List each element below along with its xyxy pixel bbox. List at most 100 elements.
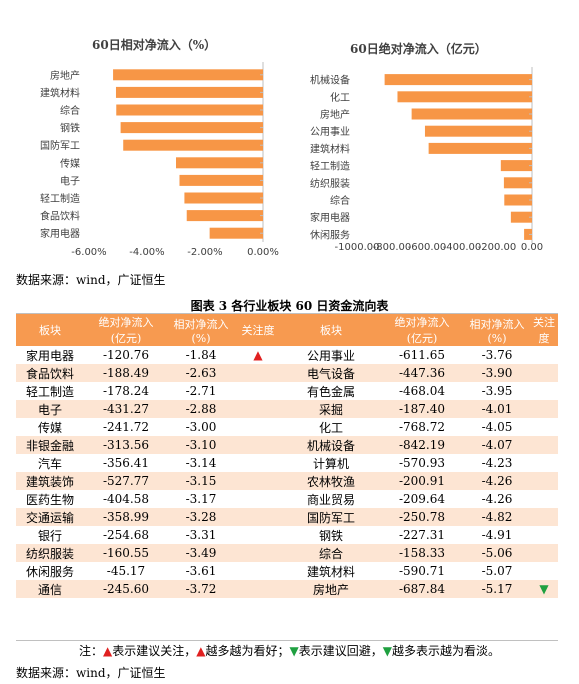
note-text-1: 表示建议关注，	[112, 644, 197, 658]
chart-right-tick-label: -1000.00	[335, 242, 380, 253]
table-cell: 房地产	[282, 580, 380, 598]
table-cell: 食品饮料	[16, 364, 84, 382]
chart-right-category-label: 房地产	[320, 108, 350, 121]
chart-right-tick-label: -800.00	[373, 242, 412, 253]
chart-left-category-label: 建筑材料	[40, 86, 80, 99]
table-cell: 计算机	[312, 456, 349, 471]
table-cell	[530, 364, 558, 382]
table-cell: -4.07	[464, 436, 530, 454]
left-chart-title: 60日相对净流入（%）	[92, 38, 217, 52]
table-row: 传媒 -241.72 -3.00 化工 -768.72 -4.05	[16, 418, 558, 436]
table-header-row: 板块 绝对净流入 (亿元) 相对净流入 (%) 关注度 板块 绝对净流入 (亿元) 相对净流入 (%…	[16, 314, 558, 346]
table-cell: -468.04	[398, 384, 446, 398]
fund-flow-table: 板块 绝对净流入 (亿元) 相对净流入 (%) 关注度 板块 绝对净流入 (亿元) 相对净流入 (%…	[16, 314, 558, 598]
table-row: 通信 -245.60 -3.72 房地产 -687.84 -5.17 ▼	[16, 580, 558, 598]
chart-right-tick-label: 0.00	[521, 242, 543, 253]
table-cell: -590.71	[398, 564, 446, 578]
note-text-2: 越多越为看好；	[205, 644, 290, 658]
chart-left-tick-label: -4.00%	[129, 247, 164, 258]
down-triangle-icon: ▼	[382, 644, 392, 658]
table-cell: -3.14	[185, 456, 217, 470]
table-cell: -431.27	[84, 400, 168, 418]
table-row: 食品饮料 -188.49 -2.63 电气设备 -447.36 -3.90	[16, 364, 558, 382]
table-cell: -4.91	[481, 528, 513, 542]
table-header-cell: 绝对净流入 (亿元)	[84, 314, 168, 346]
table-cell: 综合	[282, 544, 380, 562]
table-cell: -187.40	[380, 400, 464, 418]
note-text-3: 表示建议回避，	[298, 644, 383, 658]
table-cell: -250.78	[380, 508, 464, 526]
chart-left-category-label: 传媒	[60, 158, 80, 170]
table-cell	[234, 418, 282, 436]
table-cell	[234, 454, 282, 472]
chart-left-bar	[186, 210, 263, 222]
chart-right-category-label: 建筑材料	[310, 142, 350, 155]
source-bottom: 数据来源：wind，广证恒生	[16, 666, 166, 680]
table-cell: 有色金属	[306, 384, 355, 399]
chart-left-bar	[113, 69, 263, 81]
up-triangle-icon: ▲	[196, 644, 206, 658]
table-cell: -3.15	[168, 472, 234, 490]
chart-left-category-label: 综合	[60, 104, 80, 117]
table-cell: 轻工制造	[25, 384, 74, 399]
chart-right-bar	[384, 74, 532, 86]
table-cell: -245.60	[84, 580, 168, 598]
up-triangle-icon: ▲	[103, 644, 113, 658]
table-cell: 休闲服务	[25, 564, 74, 579]
table-cell: -2.71	[185, 384, 217, 398]
table-row: 家用电器 -120.76 -1.84 ▲ 公用事业 -611.65 -3.76	[16, 346, 558, 364]
chart-right-bar	[504, 194, 532, 206]
table-cell: -3.00	[185, 420, 217, 434]
table-cell: 电气设备	[282, 364, 380, 382]
table-cell	[530, 436, 558, 454]
table-cell	[234, 562, 282, 580]
table-cell: -241.72	[102, 420, 150, 434]
table-cell: 传媒	[37, 420, 62, 435]
chart-right-bar	[397, 91, 532, 103]
chart-left-category-label: 家用电器	[40, 227, 80, 240]
chart-left-bar	[176, 157, 263, 169]
table-header-cell: 板块	[282, 314, 380, 346]
table-row: 建筑装饰 -527.77 -3.15 农林牧渔 -200.91 -4.26	[16, 472, 558, 490]
chart-right-bar	[424, 125, 532, 137]
table-cell: ▼	[530, 580, 558, 598]
table-header-cell: 相对净流入 (%)	[168, 314, 234, 346]
chart-left-bar	[120, 122, 263, 134]
chart-left-category-label: 电子	[60, 174, 80, 187]
table-title: 图表 3 各行业板块 60 日资金流向表	[190, 299, 389, 313]
chart-left-tick-label: -6.00%	[71, 247, 106, 258]
table-cell	[234, 382, 282, 400]
chart-right-category-label: 综合	[330, 194, 350, 207]
chart-right-bar	[510, 211, 532, 223]
table-cell	[530, 544, 558, 562]
table-cell: -3.17	[185, 492, 217, 506]
table-cell	[234, 436, 282, 454]
table-row: 交通运输 -358.99 -3.28 国防军工 -250.78 -4.82	[16, 508, 558, 526]
table-cell	[234, 580, 282, 598]
chart-right-category-label: 轻工制造	[310, 160, 350, 173]
table-cell: -3.95	[481, 384, 513, 398]
chart-right-category-label: 化工	[330, 91, 350, 104]
table-cell	[234, 544, 282, 562]
chart-left-bar	[115, 86, 263, 98]
table-cell: -5.17	[464, 580, 530, 598]
table-row: 医药生物 -404.58 -3.17 商业贸易 -209.64 -4.26	[16, 490, 558, 508]
chart-left-category-label: 房地产	[50, 69, 80, 82]
table-header-cell: 相对净流入 (%)	[464, 314, 530, 346]
chart-right-bar	[524, 228, 532, 240]
chart-right-category-label: 休闲服务	[310, 228, 350, 241]
table-cell: -4.05	[481, 420, 513, 434]
table-cell: -2.63	[168, 364, 234, 382]
chart-left-bar	[116, 104, 263, 116]
table-cell: 国防军工	[282, 508, 380, 526]
table-cell: -3.31	[185, 528, 217, 542]
table-cell	[530, 562, 558, 580]
table-cell: -209.64	[398, 492, 446, 506]
table-cell: -254.68	[102, 528, 150, 542]
table-cell: 化工	[318, 420, 343, 435]
chart-right-tick-label: -200.00	[478, 242, 517, 253]
table-row: 汽车 -356.41 -3.14 计算机 -570.93 -4.23	[16, 454, 558, 472]
table-cell: -768.72	[398, 420, 446, 434]
table-cell	[234, 490, 282, 508]
table-cell	[530, 508, 558, 526]
